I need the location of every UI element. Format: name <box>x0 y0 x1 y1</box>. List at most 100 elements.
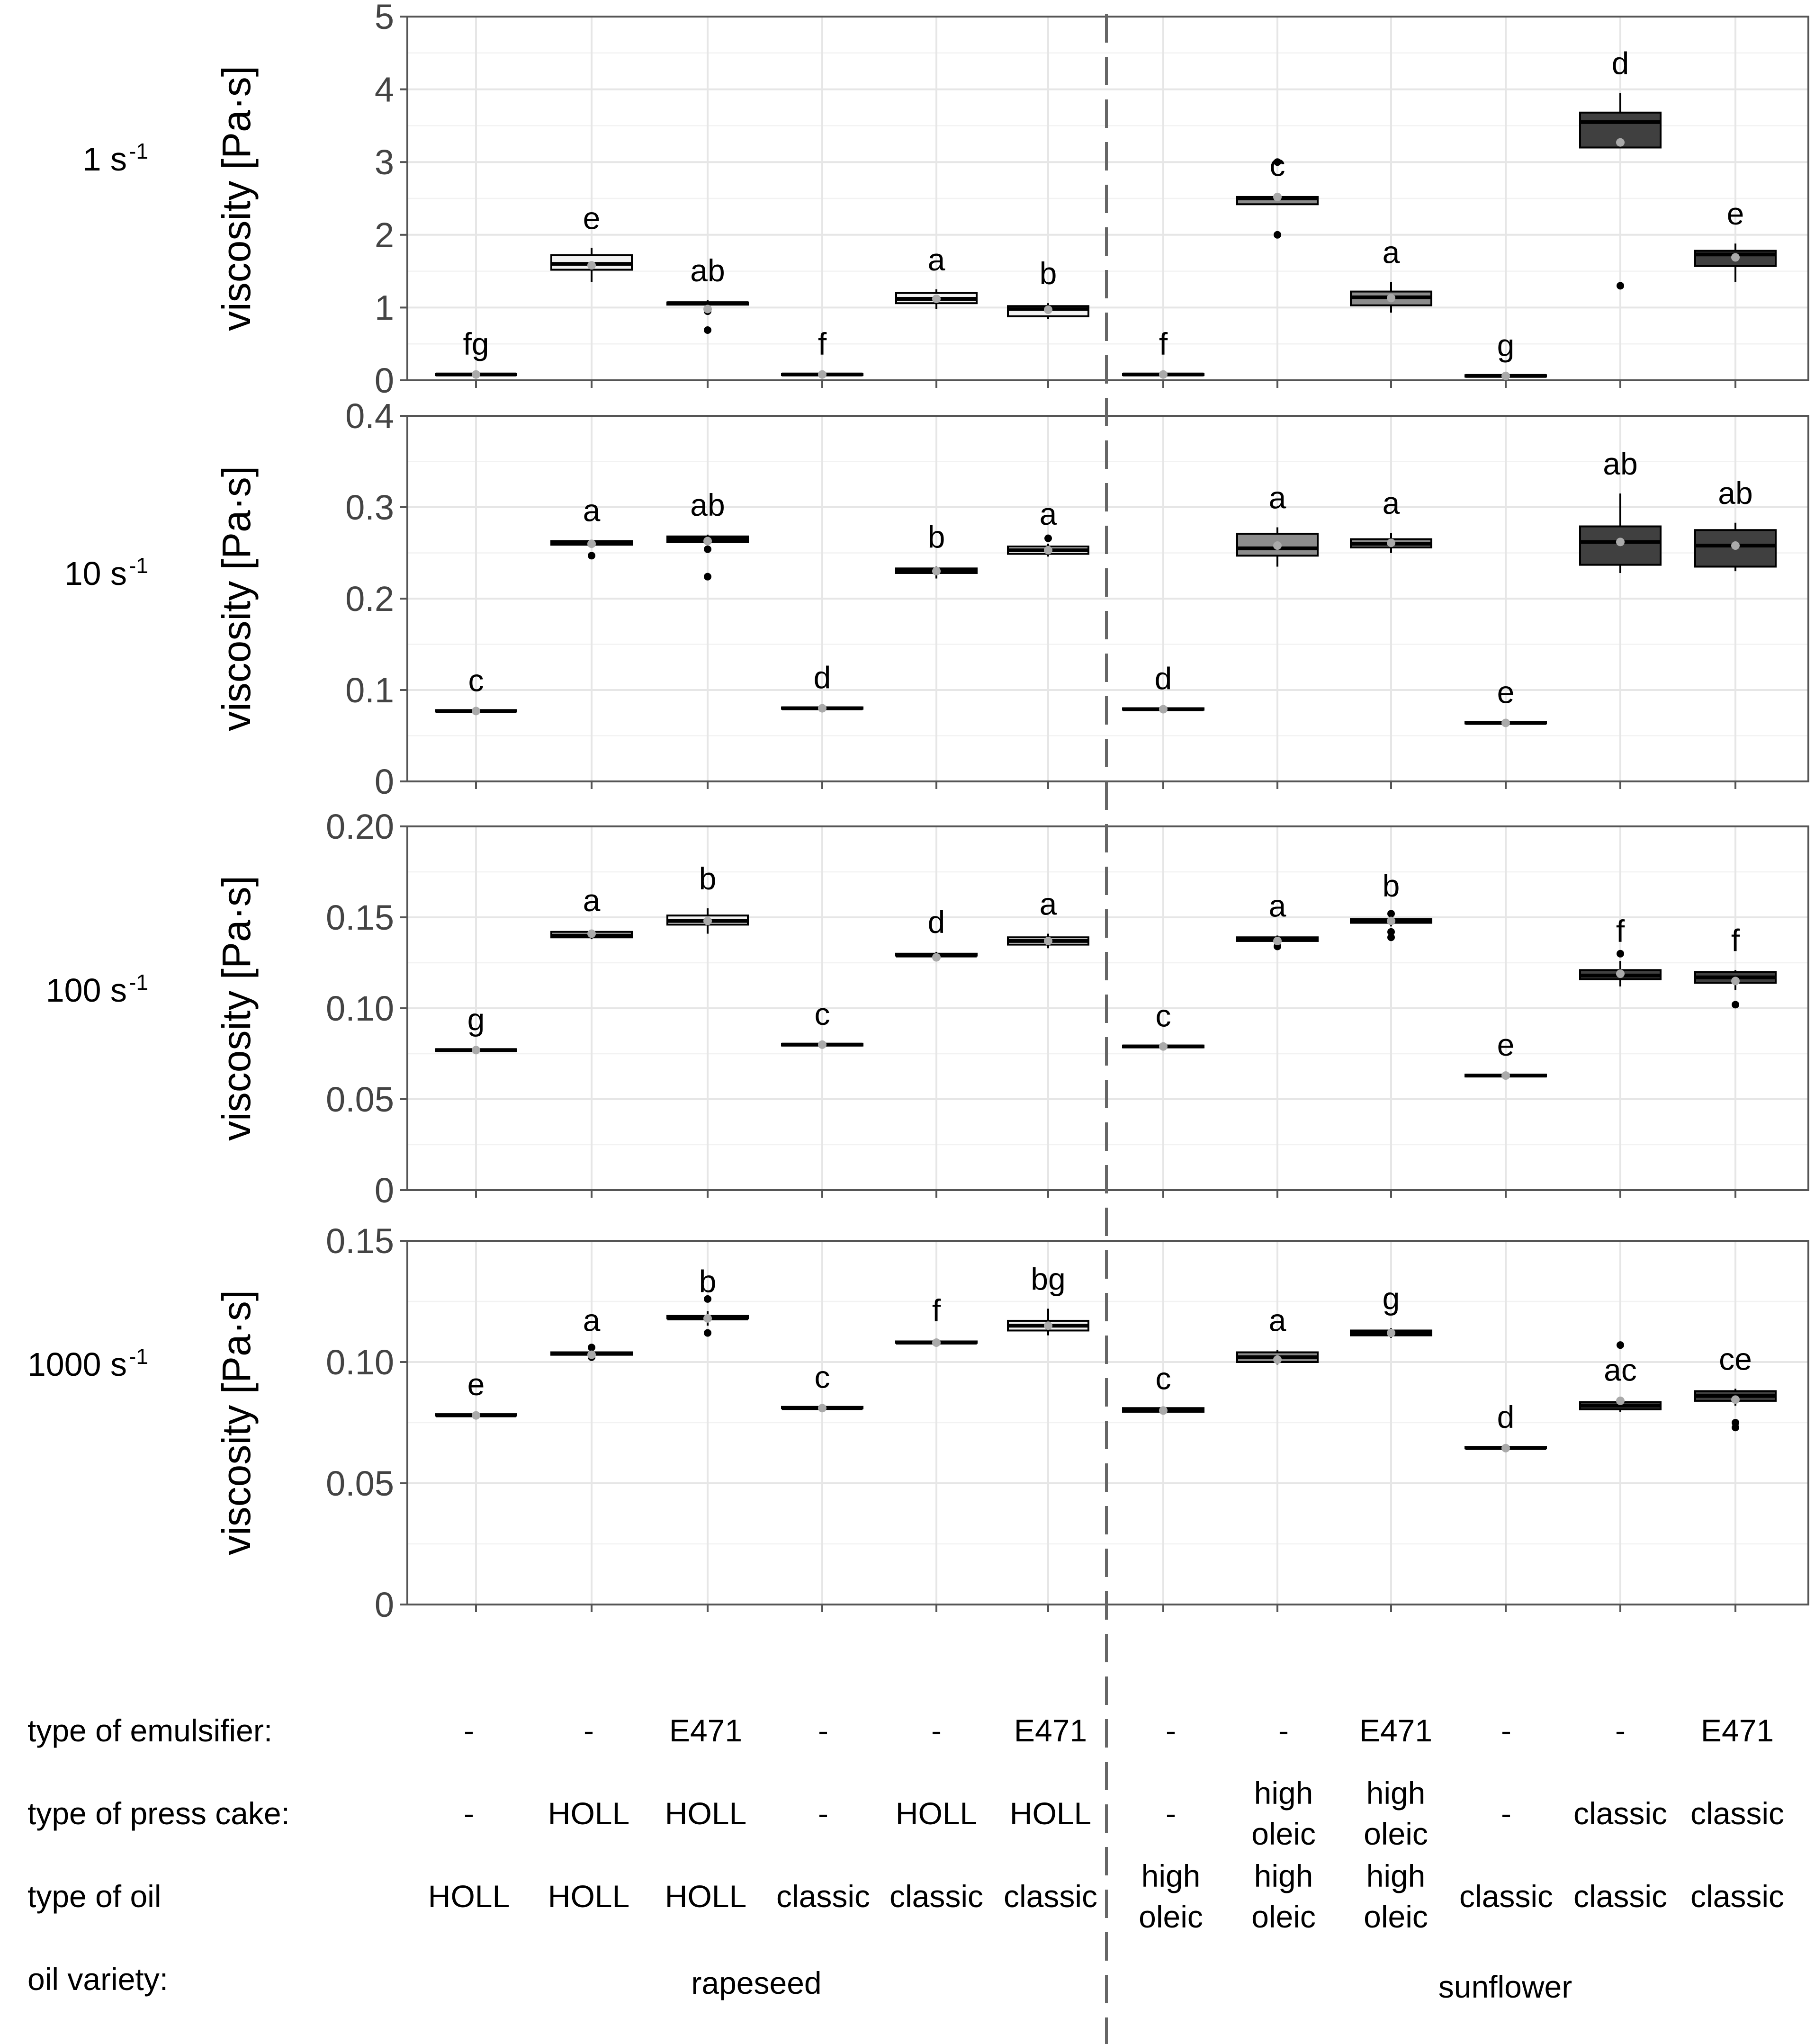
outlier-point <box>704 573 711 581</box>
mean-point <box>1616 1396 1625 1405</box>
box-group-5: f <box>895 1293 978 1347</box>
box-group-12: f <box>1694 923 1777 1009</box>
oil-cell: classic <box>1004 1879 1097 1914</box>
significance-letter: a <box>1040 887 1057 922</box>
outlier-point <box>704 1295 711 1303</box>
significance-letter: c <box>815 996 830 1031</box>
press-cake-cell: HOLL <box>548 1796 629 1831</box>
mean-point <box>932 294 941 303</box>
mean-point <box>932 1338 941 1347</box>
outlier-point <box>1617 1341 1624 1349</box>
box-group-2: a <box>550 883 633 940</box>
significance-letter: c <box>815 1360 830 1395</box>
significance-letter: g <box>1497 328 1515 363</box>
mean-point <box>1616 138 1625 147</box>
box-group-3: b <box>666 861 749 934</box>
press-cake-cell: HOLL <box>1010 1796 1091 1831</box>
y-tick-label: 1 <box>375 288 394 327</box>
mean-point <box>1731 977 1740 986</box>
y-tick-label: 0.3 <box>345 488 394 527</box>
oil-cell: high oleic <box>1364 1858 1428 1934</box>
mean-point <box>472 1046 480 1055</box>
press-cake-cell: HOLL <box>665 1796 746 1831</box>
significance-letter: e <box>467 1367 485 1402</box>
box-group-11: ac <box>1579 1341 1662 1412</box>
emulsifier-cell: E471 <box>1014 1713 1087 1748</box>
outlier-point <box>1387 933 1395 941</box>
mean-point <box>1273 192 1282 201</box>
mean-point <box>1501 718 1510 727</box>
outlier-point <box>588 552 595 560</box>
emulsifier-cell: - <box>931 1713 942 1748</box>
significance-letter: a <box>1269 1302 1286 1337</box>
significance-letter: d <box>1497 1399 1515 1434</box>
mean-point <box>472 1411 480 1420</box>
mean-point <box>1159 1042 1168 1051</box>
significance-letter: f <box>818 326 827 361</box>
press-cake-cell: - <box>1166 1796 1176 1831</box>
box-group-1: g <box>435 1002 517 1055</box>
mean-point <box>932 953 941 962</box>
significance-letter: c <box>468 663 484 698</box>
y-tick-label: 0 <box>375 361 394 400</box>
box-group-10: g <box>1465 328 1547 380</box>
box-group-12: e <box>1694 196 1777 282</box>
mean-point <box>818 370 827 379</box>
mean-point <box>703 916 712 925</box>
significance-letter: d <box>928 905 945 940</box>
oil-cell: classic <box>776 1879 870 1914</box>
significance-letter: f <box>932 1293 941 1328</box>
outlier-point <box>1617 282 1624 290</box>
significance-letter: f <box>1616 914 1625 949</box>
significance-letter: bg <box>1031 1261 1065 1296</box>
y-axis-label: viscosity [Pa·s] <box>214 1290 259 1555</box>
box-group-8: a <box>1236 1302 1319 1365</box>
mean-point <box>1387 294 1395 303</box>
panel-3: 0 0.05 0.10 0.15 0.20 viscosity [Pa·s] 100 s -1… <box>46 807 1809 1210</box>
box-group-6: a <box>1007 496 1089 557</box>
mean-point <box>818 704 827 713</box>
significance-letter: a <box>583 883 601 918</box>
press-cake-cell: HOLL <box>896 1796 977 1831</box>
box-group-1: e <box>435 1367 517 1420</box>
variety-sunflower: sunflower <box>1438 1969 1572 2004</box>
mean-point <box>1044 305 1052 314</box>
box-group-2: a <box>550 1302 633 1361</box>
box-group-8: a <box>1236 888 1319 950</box>
y-tick-label: 4 <box>375 70 394 109</box>
significance-letter: c <box>1156 1361 1171 1396</box>
outlier-point <box>1274 231 1281 239</box>
significance-letter: b <box>1383 868 1400 903</box>
row-label-oil: type of oil <box>27 1879 162 1914</box>
y-axis-label: viscosity [Pa·s] <box>214 466 259 731</box>
factor-table: type of emulsifier: type of press cake: ty… <box>27 1713 1784 2004</box>
significance-letter: ac <box>1604 1352 1637 1387</box>
box-group-5: b <box>895 519 978 579</box>
shear-rate-label: 10 s <box>64 555 127 592</box>
mean-point <box>1731 253 1740 262</box>
significance-letter: f <box>1731 923 1740 958</box>
mean-point <box>587 929 596 938</box>
mean-point <box>1731 1395 1740 1404</box>
box-group-11: ab <box>1579 446 1662 573</box>
significance-letter: b <box>699 1264 717 1299</box>
y-tick-label: 0.4 <box>345 396 394 436</box>
emulsifier-cell: - <box>1501 1713 1511 1748</box>
press-cake-cell: high oleic <box>1251 1775 1316 1851</box>
significance-letter: c <box>1270 147 1285 182</box>
shear-rate-label: 1000 s <box>27 1346 127 1383</box>
box-group-10: e <box>1465 675 1547 727</box>
box-group-7: c <box>1122 998 1204 1051</box>
box-group-11: d <box>1579 45 1662 290</box>
significance-letter: ab <box>690 487 725 522</box>
significance-letter: d <box>814 660 831 695</box>
significance-letter: c <box>1156 998 1171 1033</box>
row-label-emulsifier: type of emulsifier: <box>27 1713 272 1748</box>
shear-rate-label: 100 s <box>46 972 127 1009</box>
box-group-5: d <box>895 905 978 962</box>
mean-point <box>1159 1406 1168 1415</box>
box-group-11: f <box>1579 914 1662 986</box>
box-group-1: fg <box>435 326 517 379</box>
significance-letter: a <box>1383 235 1400 270</box>
